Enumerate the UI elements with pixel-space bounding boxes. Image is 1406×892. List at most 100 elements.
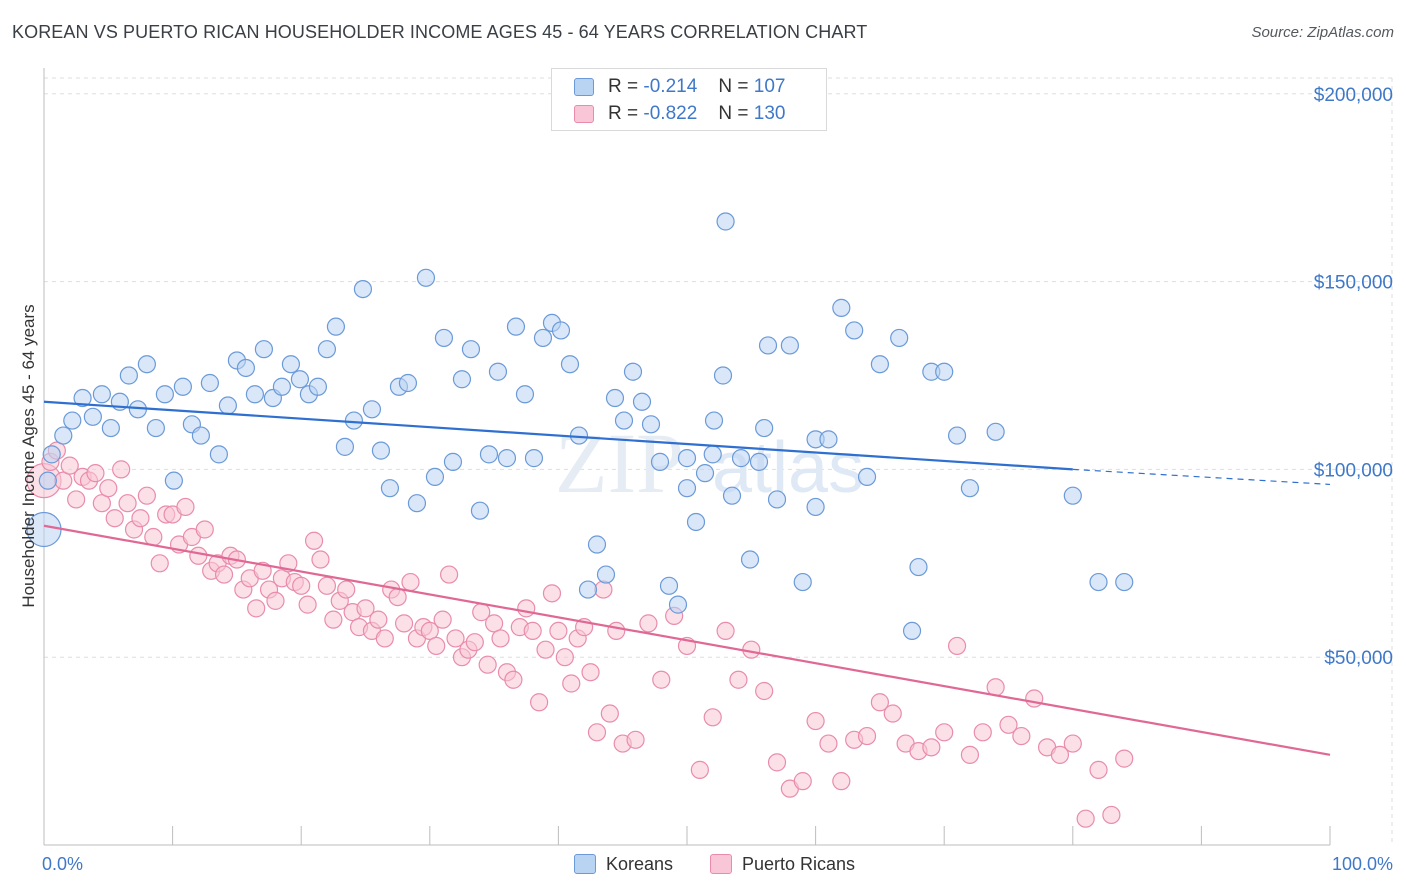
korean-point xyxy=(308,377,328,396)
puerto-rican-point xyxy=(433,610,452,629)
puerto-rican-point xyxy=(304,531,324,550)
puerto-rican-point xyxy=(446,629,465,648)
korean-point xyxy=(42,445,61,464)
korean-point xyxy=(200,373,219,393)
korean-point xyxy=(1063,486,1082,505)
puerto-rican-point xyxy=(935,723,954,742)
x-tick-label-max: 100.0% xyxy=(1332,854,1393,874)
korean-point xyxy=(623,362,643,381)
korean-point xyxy=(515,385,535,404)
korean-point xyxy=(713,366,733,385)
puerto-rican-points xyxy=(26,441,1134,828)
puerto-rican-point xyxy=(427,636,446,656)
korean-trend-extension xyxy=(1072,468,1331,486)
korean-point xyxy=(677,449,697,468)
korean-point xyxy=(416,268,436,287)
trend-lines xyxy=(43,400,1331,756)
korean-point xyxy=(317,340,337,359)
korean-point xyxy=(686,512,706,532)
puerto-rican-point xyxy=(439,565,459,584)
puerto-rican-point xyxy=(401,572,420,592)
korean-point xyxy=(758,336,778,355)
bottom-legend-puerto-rican[interactable]: Puerto Ricans xyxy=(710,852,855,876)
korean-point xyxy=(146,418,165,438)
korean-point xyxy=(524,449,544,468)
korean-point xyxy=(497,449,517,468)
puerto-rican-point xyxy=(176,497,195,517)
puerto-rican-point xyxy=(1050,745,1070,764)
korean-r-value: -0.214 xyxy=(643,76,698,97)
korean-point xyxy=(425,467,445,487)
korean-point xyxy=(596,565,616,584)
puerto-rican-point xyxy=(536,640,555,659)
puerto-rican-point xyxy=(703,708,722,727)
puerto-rican-point xyxy=(266,591,285,610)
puerto-rican-point xyxy=(517,599,536,618)
puerto-rican-point xyxy=(793,772,812,791)
puerto-rican-point xyxy=(491,629,510,648)
puerto-rican-point xyxy=(562,674,581,693)
korean-point xyxy=(605,388,625,408)
korean-points xyxy=(26,212,1134,641)
korean-point xyxy=(452,370,472,389)
puerto-rican-point xyxy=(337,580,356,599)
puerto-rican-legend-swatch xyxy=(710,854,732,874)
puerto-rican-point xyxy=(1076,809,1095,828)
puerto-rican-point xyxy=(806,711,825,731)
puerto-rican-point xyxy=(356,599,375,618)
korean-point xyxy=(380,479,400,498)
x-tick-label-min: 0.0% xyxy=(42,854,83,874)
puerto-rican-swatch xyxy=(574,105,594,123)
puerto-rican-point xyxy=(832,772,851,791)
puerto-rican-point xyxy=(652,670,671,689)
korean-point xyxy=(935,362,954,381)
korean-point xyxy=(870,355,890,374)
puerto-rican-point xyxy=(195,520,214,539)
puerto-rican-n-label: N = xyxy=(718,103,749,124)
bottom-legend-korean[interactable]: Koreans xyxy=(574,852,673,876)
puerto-rican-point xyxy=(1115,749,1134,768)
chart-title: KOREAN VS PUERTO RICAN HOUSEHOLDER INCOM… xyxy=(12,22,868,42)
puerto-rican-legend-label: Puerto Ricans xyxy=(742,853,856,874)
korean-point xyxy=(173,377,192,396)
korean-point xyxy=(54,426,73,445)
korean-n-label: N = xyxy=(718,76,749,97)
korean-point xyxy=(272,377,292,396)
puerto-rican-point xyxy=(639,614,658,633)
puerto-rican-point xyxy=(542,584,562,603)
puerto-rican-point xyxy=(973,723,992,742)
puerto-rican-point xyxy=(247,599,266,618)
puerto-rican-point xyxy=(549,621,568,641)
korean-point xyxy=(63,411,82,430)
korean-point xyxy=(641,415,661,434)
korean-point xyxy=(722,486,742,505)
puerto-rican-n-value: 130 xyxy=(753,103,786,124)
y-tick-label: $100,000 xyxy=(1314,460,1393,481)
korean-point xyxy=(740,550,760,569)
korean-point xyxy=(845,321,864,340)
puerto-rican-point xyxy=(86,464,105,483)
puerto-rican-point xyxy=(870,693,890,712)
korean-point xyxy=(335,437,355,456)
korean-point xyxy=(857,467,877,487)
puerto-rican-point xyxy=(530,693,549,712)
korean-point xyxy=(92,385,111,404)
korean-point xyxy=(137,355,156,374)
puerto-rican-point xyxy=(150,554,169,573)
korean-point xyxy=(371,441,391,460)
korean-point xyxy=(407,494,427,513)
y-axis-title: Householder Income Ages 45 - 64 years xyxy=(19,304,38,607)
korean-point xyxy=(281,355,301,374)
korean-point xyxy=(780,336,799,355)
korean-point xyxy=(793,572,812,592)
korean-point xyxy=(749,452,769,471)
puerto-rican-r-value: -0.822 xyxy=(643,103,698,124)
korean-point xyxy=(533,328,553,348)
puerto-rican-point xyxy=(947,636,967,656)
korean-point xyxy=(632,392,652,411)
korean-point xyxy=(832,298,851,317)
y-tick-label: $200,000 xyxy=(1314,85,1393,106)
puerto-rican-point xyxy=(394,614,414,633)
korean-point xyxy=(716,212,735,231)
